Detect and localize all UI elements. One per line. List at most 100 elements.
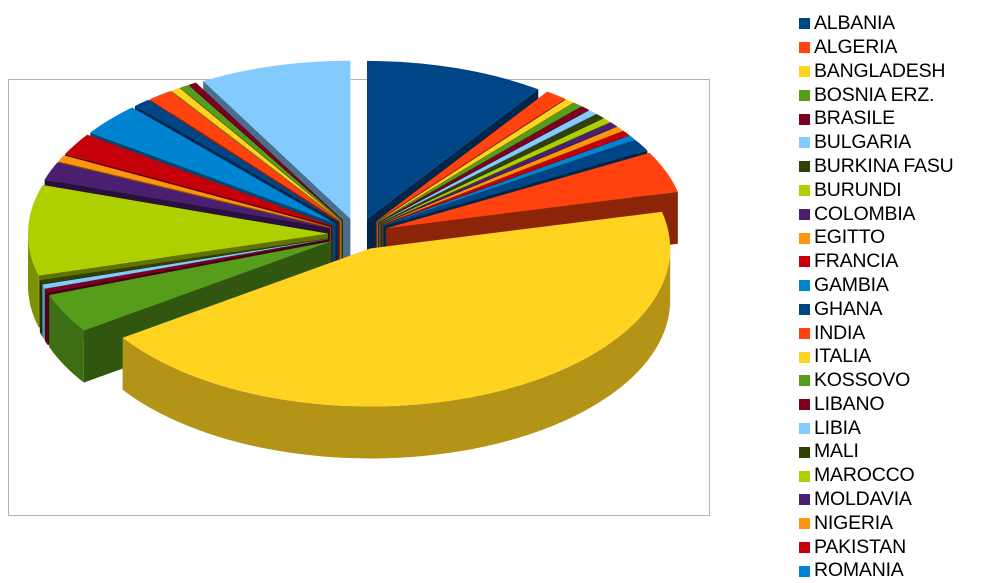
legend-label: BRASILE (814, 107, 895, 130)
pie-slice-top (39, 238, 330, 285)
legend-swatch (799, 42, 810, 54)
legend-item: LIBANO (799, 393, 954, 417)
legend-label: INDIA (814, 321, 866, 344)
legend-item: NIGERIA (799, 512, 954, 536)
pie-slice-top (382, 135, 636, 226)
legend-swatch (799, 494, 810, 506)
legend-label: BULGARIA (814, 131, 912, 154)
legend-label: PAKISTAN (814, 535, 906, 558)
pie-slice-top (188, 82, 343, 221)
legend-item: MAROCCO (799, 464, 954, 488)
legend-swatch (799, 280, 810, 292)
legend-swatch (799, 541, 810, 553)
legend-swatch (799, 256, 810, 268)
legend-swatch (799, 137, 810, 149)
legend-label: KOSSOVO (814, 369, 911, 392)
legend-swatch (799, 89, 810, 101)
pie-slice-top (122, 211, 671, 407)
pie-slice-top (49, 241, 332, 331)
legend-label: BURUNDI (814, 178, 902, 201)
legend-swatch (799, 208, 810, 220)
pie-slice-top (381, 126, 624, 225)
pie-slice-rim (49, 295, 84, 383)
legend-item: GAMBIA (799, 274, 954, 298)
pie-slice-rim (122, 248, 671, 459)
pie-slice-top (378, 106, 589, 223)
legend-item: BANGLADESH (799, 60, 954, 84)
legend-item: BRASILE (799, 107, 954, 131)
pie-slice-rim (42, 284, 45, 341)
legend-item: BULGARIA (799, 131, 954, 155)
legend-item: MALI (799, 440, 954, 464)
pie-slice-top (381, 122, 617, 225)
legend-item: BURKINA FASU (799, 155, 954, 179)
legend-item: ROMANIA (799, 559, 954, 583)
legend-label: BURKINA FASU (814, 154, 954, 177)
legend-swatch (799, 113, 810, 125)
legend-item: BURUNDI (799, 179, 954, 203)
legend-label: ROMANIA (814, 559, 904, 582)
legend-label: GHANA (814, 297, 883, 320)
pie-slice-top (180, 84, 343, 221)
legend-item: ITALIA (799, 345, 954, 369)
pie-slice-top (377, 102, 582, 223)
pie-slice-top (379, 110, 597, 223)
legend-swatch (799, 327, 810, 339)
legend-label: ALBANIA (814, 12, 895, 35)
legend-item: GHANA (799, 298, 954, 322)
legend-label: MAROCCO (814, 464, 915, 487)
legend-item: ALBANIA (799, 12, 954, 36)
legend-label: MOLDAVIA (814, 488, 912, 511)
legend-label: BOSNIA ERZ. (814, 83, 935, 106)
legend-label: GAMBIA (814, 273, 889, 296)
legend-swatch (799, 303, 810, 315)
legend-swatch (799, 375, 810, 387)
pie-slice-rim (28, 233, 39, 328)
pie-slice-rim (39, 280, 43, 337)
legend-swatch (799, 161, 810, 173)
pie-slice-top (366, 60, 539, 219)
pie-slice-top (44, 162, 331, 229)
legend-swatch (799, 18, 810, 30)
legend-swatch (799, 65, 810, 77)
pie-slice-top (203, 60, 351, 219)
pie-slice-top (42, 238, 330, 289)
pie-slice-top (380, 118, 611, 224)
legend-label: EGITTO (814, 226, 886, 249)
legend-item: LIBIA (799, 417, 954, 441)
pie-slice (122, 211, 671, 459)
legend-item: COLOMBIA (799, 202, 954, 226)
legend-label: BANGLADESH (814, 59, 946, 82)
pie-slice-top (44, 239, 330, 293)
pie-slice-top (380, 114, 604, 224)
legend-swatch (799, 422, 810, 434)
pie-slice-top (382, 131, 630, 225)
pie-slice-top (28, 184, 329, 276)
legend-item: ALGERIA (799, 36, 954, 60)
legend-swatch (799, 446, 810, 458)
pie-slice-top (376, 91, 566, 222)
pie-slice-top (65, 134, 333, 226)
legend-swatch (799, 232, 810, 244)
pie-slice-side (49, 241, 332, 348)
legend-label: LIBANO (814, 392, 885, 415)
pie-slice-top (134, 99, 339, 223)
legend-item: KOSSOVO (799, 369, 954, 393)
legend-swatch (799, 399, 810, 411)
legend-swatch (799, 351, 810, 363)
legend-label: ALGERIA (814, 35, 898, 58)
legend-swatch (799, 565, 810, 577)
legend-label: NIGERIA (814, 511, 893, 534)
legend-item: BOSNIA ERZ. (799, 83, 954, 107)
legend-item: INDIA (799, 321, 954, 345)
legend-item: MOLDAVIA (799, 488, 954, 512)
legend-item: FRANCIA (799, 250, 954, 274)
pie-slice-top (171, 87, 342, 221)
legend-label: FRANCIA (814, 250, 899, 273)
pie-slice-rim (44, 289, 48, 345)
legend-label: COLOMBIA (814, 202, 916, 225)
legend-item: EGITTO (799, 226, 954, 250)
chart-legend: ALBANIA ALGERIA BANGLADESH BOSNIA ERZ. BRASI… (799, 12, 954, 583)
pie-slice-top (90, 107, 336, 224)
